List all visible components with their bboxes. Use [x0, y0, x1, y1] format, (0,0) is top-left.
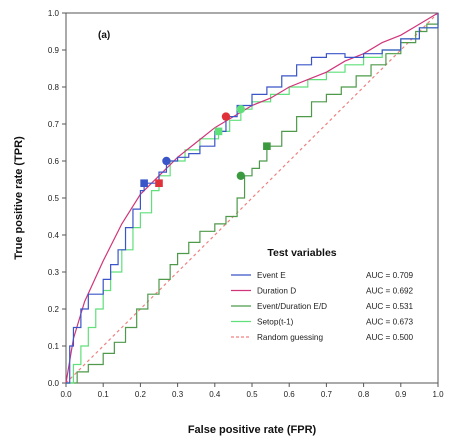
curve-event-e: [66, 13, 439, 384]
x-tick-label: 0.2: [135, 390, 147, 399]
x-tick-label: 1.0: [432, 390, 444, 399]
y-tick-label: 0.0: [48, 379, 60, 388]
x-tick-label: 0.9: [395, 390, 407, 399]
y-axis: 0.0 0.1 0.2 0.3 0.4 0.5 0.6 0.7 0.8 0.9 1.0: [48, 9, 66, 388]
legend-auc: AUC = 0.531: [366, 302, 414, 311]
y-tick-label: 0.1: [48, 342, 60, 351]
legend-auc: AUC = 0.673: [366, 318, 414, 327]
marker-square: [140, 179, 148, 187]
x-tick-label: 0.8: [358, 390, 370, 399]
x-tick-label: 0.1: [98, 390, 110, 399]
panel-label: (a): [98, 30, 110, 41]
x-tick-label: 0.4: [209, 390, 221, 399]
y-tick-label: 0.7: [48, 120, 60, 129]
x-axis: 0.0 0.1 0.2 0.3 0.4 0.5 0.6 0.7 0.8 0.9 1.0: [60, 383, 444, 399]
marker-circle: [162, 156, 171, 166]
x-tick-label: 0.5: [246, 390, 258, 399]
legend-label: Random guessing: [257, 333, 323, 342]
legend: Test variables Event E AUC = 0.709 Duratio…: [231, 247, 414, 342]
legend-auc: AUC = 0.500: [366, 333, 414, 342]
marker-circle: [236, 105, 246, 114]
y-tick-label: 0.5: [48, 194, 60, 203]
x-tick-label: 0.0: [60, 390, 72, 399]
y-tick-label: 0.9: [48, 46, 60, 55]
y-tick-label: 0.4: [48, 231, 60, 240]
y-tick-label: 0.8: [48, 83, 60, 92]
x-axis-title: False positive rate (FPR): [188, 424, 317, 436]
y-tick-label: 1.0: [48, 9, 60, 18]
x-tick-label: 0.3: [172, 390, 184, 399]
y-tick-label: 0.6: [48, 157, 60, 166]
legend-label: Event E: [257, 271, 286, 280]
legend-auc: AUC = 0.709: [366, 271, 414, 280]
marker-circle: [236, 171, 246, 180]
threshold-markers: [140, 105, 271, 187]
marker-square: [263, 142, 271, 150]
marker-square: [155, 179, 163, 187]
marker-square: [214, 127, 223, 136]
y-tick-label: 0.3: [48, 268, 60, 277]
curve-random-guessing: [65, 12, 439, 384]
legend-label: Duration D: [257, 287, 296, 296]
y-axis-title: True positive rate (TPR): [13, 136, 25, 260]
x-tick-label: 0.6: [284, 390, 296, 399]
legend-label: Event/Duration E/D: [257, 302, 327, 311]
legend-label: Setop(t-1): [257, 318, 294, 327]
curve-event-duration-e-d: [66, 13, 439, 384]
marker-circle: [221, 112, 231, 121]
legend-title: Test variables: [267, 247, 336, 259]
x-tick-label: 0.7: [321, 390, 333, 399]
roc-curves: [65, 12, 439, 384]
y-tick-label: 0.2: [48, 305, 60, 314]
legend-auc: AUC = 0.692: [366, 287, 414, 296]
